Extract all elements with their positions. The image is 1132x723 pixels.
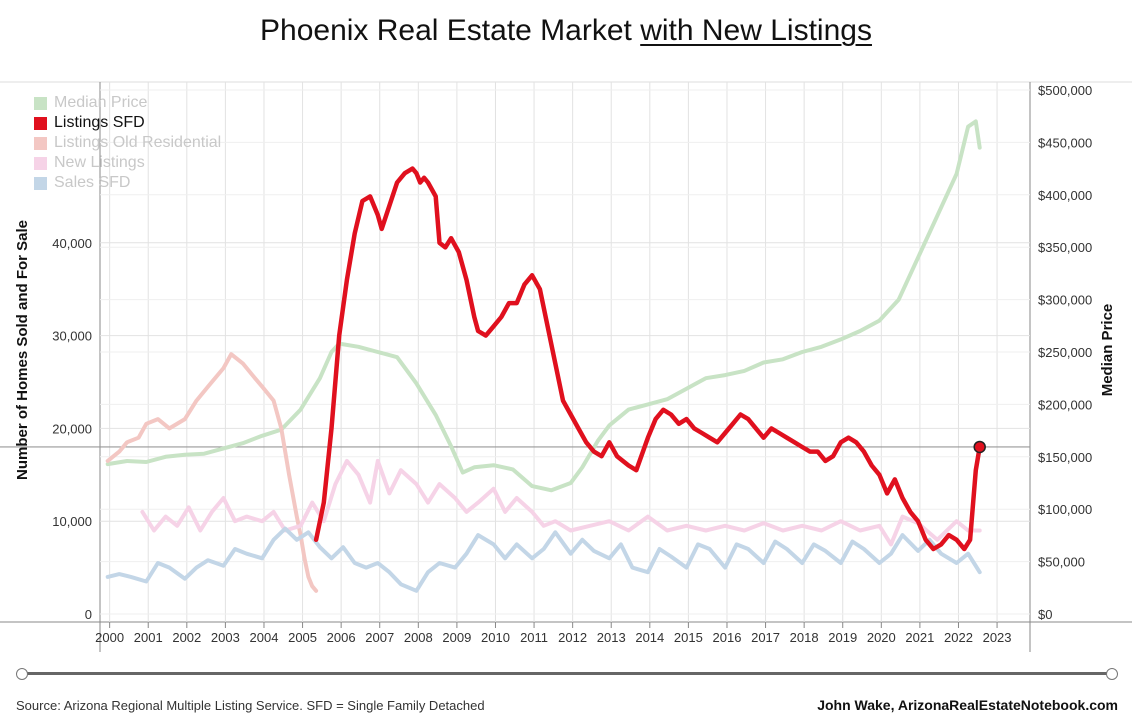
title-underlined: with New Listings xyxy=(640,14,872,47)
legend-swatch xyxy=(34,116,47,130)
y-tick-label-right: $500,000 xyxy=(1038,83,1092,98)
legend-label: Sales SFD xyxy=(54,174,131,191)
legend-item[interactable]: Listings Old Residential xyxy=(34,133,221,153)
legend-item[interactable]: Listings SFD xyxy=(34,113,221,133)
legend-swatch xyxy=(34,176,47,190)
y-tick-label-left: 0 xyxy=(85,607,92,622)
legend-item[interactable]: New Listings xyxy=(34,153,221,173)
legend-label: New Listings xyxy=(54,154,145,171)
x-tick-label: 2001 xyxy=(134,630,163,645)
x-tick-label: 2008 xyxy=(404,630,433,645)
time-range-slider[interactable] xyxy=(22,672,1112,675)
y-tick-label-right: $150,000 xyxy=(1038,450,1092,465)
y-tick-label-right: $400,000 xyxy=(1038,188,1092,203)
y-tick-label-right: $350,000 xyxy=(1038,240,1092,255)
x-tick-label: 2020 xyxy=(867,630,896,645)
y-tick-label-right: $250,000 xyxy=(1038,345,1092,360)
chart-canvas: 2000 2001 2002 2003 2004 2005 2006 2007 2008 2009… xyxy=(0,81,1132,652)
x-tick-label: 2018 xyxy=(790,630,819,645)
x-tick-label: 2019 xyxy=(828,630,857,645)
series-line-listings-sfd xyxy=(313,166,982,552)
y-tick-label-left: 30,000 xyxy=(52,329,92,344)
current-value-marker xyxy=(973,440,986,454)
x-tick-label: 2002 xyxy=(172,630,201,645)
y-tick-label-left: 40,000 xyxy=(52,236,92,251)
x-tick-label: 2000 xyxy=(95,630,124,645)
series-line-new-listings xyxy=(140,458,982,547)
x-tick-label: 2011 xyxy=(520,630,548,645)
x-tick-label: 2017 xyxy=(751,630,780,645)
source-note: Source: Arizona Regional Multiple Listin… xyxy=(16,698,485,713)
x-tick-label: 2009 xyxy=(442,630,471,645)
x-tick-label: 2016 xyxy=(713,630,742,645)
x-tick-label: 2022 xyxy=(944,630,973,645)
x-tick-label: 2014 xyxy=(635,630,664,645)
series-line-sales-sfd xyxy=(105,526,982,593)
credit: John Wake, ArizonaRealEstateNotebook.com xyxy=(817,697,1118,713)
x-tick-label: 2010 xyxy=(481,630,510,645)
y-tick-label-right: $50,000 xyxy=(1038,555,1085,570)
series-line-listings-old-residential xyxy=(105,352,319,593)
y-tick-label-right: $300,000 xyxy=(1038,293,1092,308)
legend: Median Price Listings SFD Listings Old Res… xyxy=(34,93,221,193)
y-tick-label-left: 20,000 xyxy=(52,421,92,436)
y-tick-label-right: $100,000 xyxy=(1038,502,1092,517)
y-axis-title-left: Number of Homes Sold and For Sale xyxy=(14,220,31,480)
legend-swatch xyxy=(34,156,47,170)
x-tick-label: 2012 xyxy=(558,630,587,645)
legend-label: Listings SFD xyxy=(54,114,145,131)
x-tick-label: 2007 xyxy=(365,630,394,645)
series-line-median-price xyxy=(105,119,982,493)
y-tick-label-right: $450,000 xyxy=(1038,135,1092,150)
x-tick-label: 2003 xyxy=(211,630,240,645)
legend-label: Median Price xyxy=(54,94,148,111)
x-tick-label: 2004 xyxy=(250,630,279,645)
x-tick-label: 2021 xyxy=(905,630,934,645)
chart-title: Phoenix Real Estate Market with New List… xyxy=(0,14,1132,48)
x-tick-label: 2013 xyxy=(597,630,626,645)
range-start-handle[interactable] xyxy=(16,668,28,680)
y-tick-label-right: $0 xyxy=(1038,607,1052,622)
legend-swatch xyxy=(34,96,47,110)
x-tick-label: 2006 xyxy=(327,630,356,645)
y-tick-label-right: $200,000 xyxy=(1038,397,1092,412)
legend-swatch xyxy=(34,136,47,150)
legend-item[interactable]: Median Price xyxy=(34,93,221,113)
x-tick-label: 2015 xyxy=(674,630,703,645)
y-axis-title-right: Median Price xyxy=(1099,304,1116,397)
y-tick-label-left: 10,000 xyxy=(52,514,92,529)
range-end-handle[interactable] xyxy=(1106,668,1118,680)
x-tick-label: 2005 xyxy=(288,630,317,645)
title-main: Phoenix Real Estate Market xyxy=(260,14,641,47)
x-tick-label: 2023 xyxy=(983,630,1012,645)
legend-label: Listings Old Residential xyxy=(54,134,222,151)
legend-item[interactable]: Sales SFD xyxy=(34,173,221,193)
